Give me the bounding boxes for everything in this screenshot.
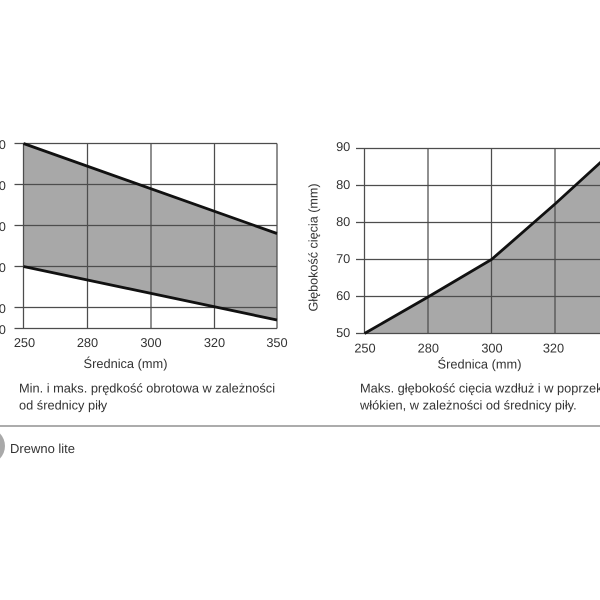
svg-text:80: 80	[336, 177, 350, 192]
svg-text:Drewno lite: Drewno lite	[10, 441, 75, 456]
svg-text:350: 350	[266, 335, 287, 350]
svg-text:0: 0	[0, 322, 6, 337]
svg-text:60: 60	[336, 288, 350, 303]
svg-text:300: 300	[481, 341, 502, 356]
svg-text:280: 280	[77, 335, 98, 350]
svg-text:0: 0	[0, 219, 6, 234]
svg-text:50: 50	[336, 325, 350, 340]
svg-text:70: 70	[336, 251, 350, 266]
svg-text:Głębokość cięcia (mm): Głębokość cięcia (mm)	[306, 183, 320, 311]
svg-text:320: 320	[543, 341, 564, 356]
svg-text:300: 300	[140, 335, 161, 350]
svg-text:80: 80	[336, 214, 350, 229]
svg-text:0: 0	[0, 137, 6, 152]
svg-text:Min. i maks. prędkość obrotowa: Min. i maks. prędkość obrotowa w zależno…	[19, 380, 275, 395]
svg-text:250: 250	[354, 341, 375, 356]
svg-text:0: 0	[0, 260, 6, 275]
svg-text:Maks. głębokość cięcia wzdłuż: Maks. głębokość cięcia wzdłuż i w poprze…	[360, 380, 600, 395]
svg-text:Średnica (mm): Średnica (mm)	[438, 356, 522, 371]
svg-text:90: 90	[336, 139, 350, 154]
svg-text:0: 0	[0, 178, 6, 193]
svg-text:320: 320	[204, 335, 225, 350]
svg-text:280: 280	[418, 341, 439, 356]
svg-text:Średnica (mm): Średnica (mm)	[84, 356, 168, 371]
svg-text:0: 0	[0, 301, 6, 316]
svg-text:250: 250	[14, 335, 35, 350]
svg-text:od średnicy piły: od średnicy piły	[19, 397, 108, 412]
svg-text:włókien, w zależności od średn: włókien, w zależności od średnicy piły.	[359, 397, 577, 412]
